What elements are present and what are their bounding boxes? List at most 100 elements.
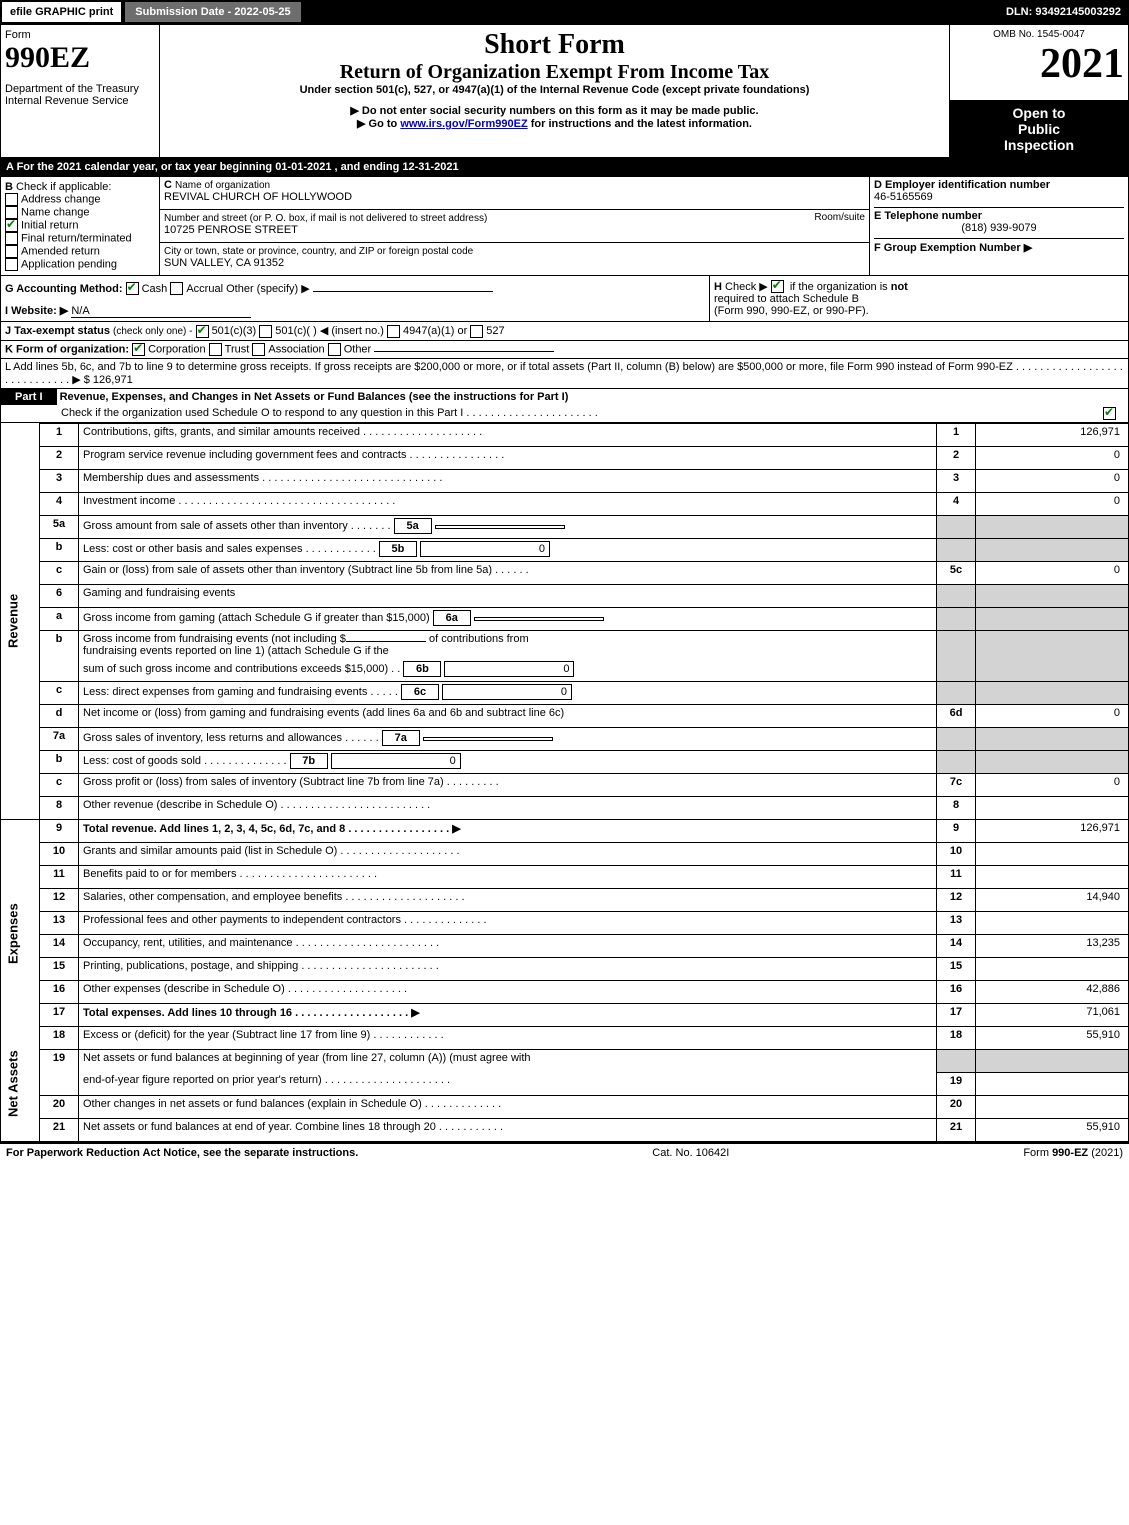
part1-check-text: Check if the organization used Schedule … bbox=[61, 407, 598, 419]
line-18-amt: 55,910 bbox=[976, 1026, 1129, 1049]
open-line2: Public bbox=[954, 121, 1124, 137]
line-13-desc: Professional fees and other payments to … bbox=[79, 911, 937, 934]
checkbox-501c[interactable] bbox=[259, 325, 272, 338]
goto-prefix: ▶ Go to bbox=[357, 118, 400, 130]
sub-5b: 5b bbox=[379, 541, 417, 557]
main-title: Return of Organization Exempt From Incom… bbox=[164, 61, 945, 84]
goto-suffix: for instructions and the latest informat… bbox=[528, 118, 752, 130]
checkbox-527[interactable] bbox=[470, 325, 483, 338]
line-7b-desc: Less: cost of goods sold . . . . . . . .… bbox=[79, 750, 937, 773]
line-10-amt bbox=[976, 842, 1129, 865]
line-15-amt bbox=[976, 957, 1129, 980]
checkbox-initial-return[interactable] bbox=[5, 219, 18, 232]
opt-initial-return: Initial return bbox=[21, 219, 78, 231]
line-20-desc: Other changes in net assets or fund bala… bbox=[79, 1095, 937, 1118]
checkbox-final-return[interactable] bbox=[5, 232, 18, 245]
fundraising-amount-input[interactable] bbox=[346, 641, 426, 642]
lines-table: Revenue 1Contributions, gifts, grants, a… bbox=[0, 423, 1129, 1142]
g-accrual: Accrual bbox=[186, 283, 223, 295]
line-10-desc: Grants and similar amounts paid (list in… bbox=[79, 842, 937, 865]
opt-address-change: Address change bbox=[21, 193, 101, 205]
line-6-desc: Gaming and fundraising events bbox=[79, 584, 937, 607]
efile-print-button[interactable]: efile GRAPHIC print bbox=[0, 0, 123, 24]
line-14-desc: Occupancy, rent, utilities, and maintena… bbox=[79, 934, 937, 957]
checkbox-corporation[interactable] bbox=[132, 343, 145, 356]
line-19-amt bbox=[976, 1072, 1129, 1095]
sub-6a: 6a bbox=[433, 610, 471, 626]
line-18-desc: Excess or (deficit) for the year (Subtra… bbox=[79, 1026, 937, 1049]
phone-label: E Telephone number bbox=[874, 210, 982, 222]
opt-application-pending: Application pending bbox=[21, 258, 117, 270]
b-label: B bbox=[5, 181, 13, 193]
line-2-desc: Program service revenue including govern… bbox=[79, 446, 937, 469]
c-label: C bbox=[164, 179, 172, 191]
line-9-desc: Total revenue. Add lines 1, 2, 3, 4, 5c,… bbox=[79, 819, 937, 842]
k-corp: Corporation bbox=[148, 343, 205, 355]
h-pre: Check ▶ bbox=[725, 281, 771, 293]
sub-6c: 6c bbox=[401, 684, 439, 700]
line-7a-desc: Gross sales of inventory, less returns a… bbox=[79, 727, 937, 750]
j-sub: (check only one) - bbox=[113, 326, 192, 337]
sub-7b: 7b bbox=[290, 753, 328, 769]
form-header: Form 990EZ Department of the Treasury In… bbox=[0, 24, 1129, 158]
j-527: 527 bbox=[486, 325, 504, 337]
c-name-label: Name of organization bbox=[175, 180, 270, 191]
line-21-desc: Net assets or fund balances at end of ye… bbox=[79, 1118, 937, 1141]
line-5c-amt: 0 bbox=[976, 561, 1129, 584]
part1-label: Part I bbox=[1, 389, 57, 405]
sub-6b-amt: 0 bbox=[444, 661, 574, 677]
tax-year: 2021 bbox=[954, 40, 1124, 88]
k-other-input[interactable] bbox=[374, 351, 554, 352]
g-label: G Accounting Method: bbox=[5, 283, 123, 295]
line-7c-amt: 0 bbox=[976, 773, 1129, 796]
g-other-input[interactable] bbox=[313, 291, 493, 292]
checkbox-amended-return[interactable] bbox=[5, 245, 18, 258]
short-form-title: Short Form bbox=[164, 29, 945, 61]
checkbox-501c3[interactable] bbox=[196, 325, 209, 338]
k-other: Other bbox=[344, 343, 372, 355]
j-501c3: 501(c)(3) bbox=[212, 325, 257, 337]
line-15-desc: Printing, publications, postage, and shi… bbox=[79, 957, 937, 980]
line-2-amt: 0 bbox=[976, 446, 1129, 469]
part1-header-table: Part I Revenue, Expenses, and Changes in… bbox=[0, 389, 1129, 423]
line-6b-desc: Gross income from fundraising events (no… bbox=[79, 630, 937, 659]
group-exemption-label: F Group Exemption Number ▶ bbox=[874, 242, 1032, 254]
sub-5a: 5a bbox=[394, 518, 432, 534]
checkbox-schedule-b[interactable] bbox=[771, 280, 784, 293]
line-17-amt: 71,061 bbox=[976, 1003, 1129, 1026]
identity-block: B Check if applicable: Address change Na… bbox=[0, 176, 1129, 276]
ein-value: 46-5165569 bbox=[874, 191, 933, 203]
checkbox-accrual[interactable] bbox=[170, 282, 183, 295]
addr-label: Number and street (or P. O. box, if mail… bbox=[164, 213, 487, 224]
checkbox-trust[interactable] bbox=[209, 343, 222, 356]
dln-number: DLN: 93492145003292 bbox=[998, 2, 1129, 22]
checkbox-other-org[interactable] bbox=[328, 343, 341, 356]
sub-5a-amt bbox=[435, 525, 565, 529]
revenue-sidebar: Revenue bbox=[1, 423, 40, 819]
line-8-amt bbox=[976, 796, 1129, 819]
b-text: Check if applicable: bbox=[16, 181, 111, 193]
checkbox-schedule-o[interactable] bbox=[1103, 407, 1116, 420]
checkbox-4947[interactable] bbox=[387, 325, 400, 338]
page-footer: For Paperwork Reduction Act Notice, see … bbox=[0, 1142, 1129, 1162]
sub-6a-amt bbox=[474, 617, 604, 621]
opt-final-return: Final return/terminated bbox=[21, 232, 132, 244]
form-label: Form bbox=[5, 29, 155, 41]
sub-7a: 7a bbox=[382, 730, 420, 746]
city-value: SUN VALLEY, CA 91352 bbox=[164, 257, 284, 269]
street-address: 10725 PENROSE STREET bbox=[164, 224, 298, 236]
checkbox-association[interactable] bbox=[252, 343, 265, 356]
line-16-amt: 42,886 bbox=[976, 980, 1129, 1003]
line-9-amt: 126,971 bbox=[976, 819, 1129, 842]
l-text: L Add lines 5b, 6c, and 7b to line 9 to … bbox=[5, 361, 1123, 386]
subtitle: Under section 501(c), 527, or 4947(a)(1)… bbox=[164, 84, 945, 96]
room-label: Room/suite bbox=[814, 212, 865, 223]
line-4-desc: Investment income . . . . . . . . . . . … bbox=[79, 492, 937, 515]
irs-link[interactable]: www.irs.gov/Form990EZ bbox=[400, 118, 527, 130]
checkbox-application-pending[interactable] bbox=[5, 258, 18, 271]
line-7c-desc: Gross profit or (loss) from sales of inv… bbox=[79, 773, 937, 796]
line-6d-desc: Net income or (loss) from gaming and fun… bbox=[79, 704, 937, 727]
checkbox-address-change[interactable] bbox=[5, 193, 18, 206]
line-5b-desc: Less: cost or other basis and sales expe… bbox=[79, 538, 937, 561]
checkbox-cash[interactable] bbox=[126, 282, 139, 295]
